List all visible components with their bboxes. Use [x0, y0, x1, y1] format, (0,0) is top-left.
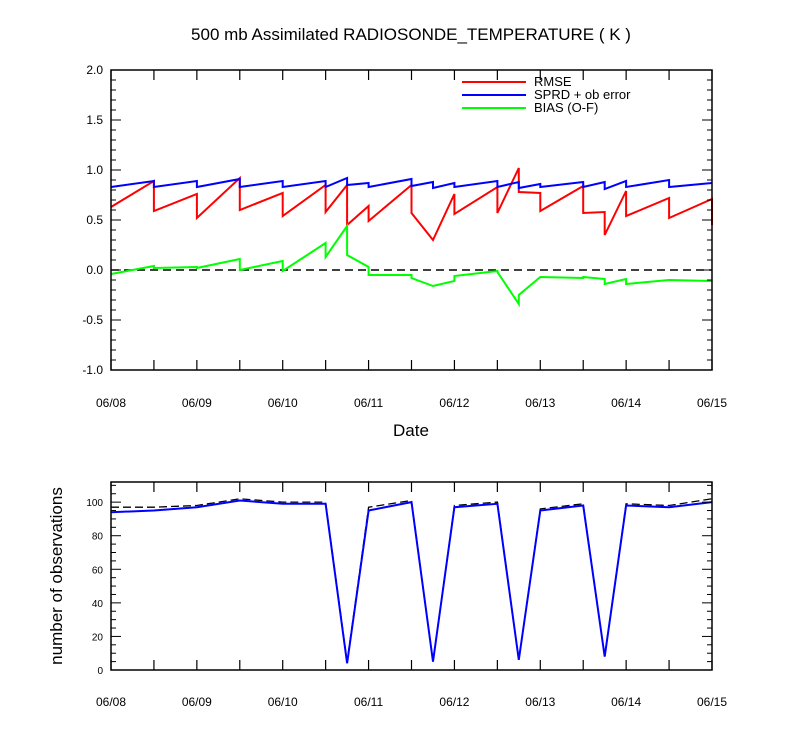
bottom-plot-frame [110, 481, 713, 671]
x-tick-label: 06/10 [268, 695, 298, 709]
x-tick-label: 06/14 [611, 396, 641, 410]
y-tick-label: 20 [92, 632, 104, 643]
y-tick-label: -0.5 [82, 313, 103, 327]
bottom-y-axis-title: number of observations [47, 487, 66, 665]
bottom-plot-area [110, 498, 713, 664]
top-y-axis: -1.0 -0.5 0.0 0.5 1.0 1.5 2.0 [82, 63, 712, 377]
x-tick-label: 06/08 [96, 695, 126, 709]
obs-line-assimilated [110, 499, 713, 664]
x-tick-label: 06/09 [182, 396, 212, 410]
x-tick-label: 06/15 [697, 695, 727, 709]
x-tick-label: 06/13 [525, 695, 555, 709]
top-chart: 500 mb Assimilated RADIOSONDE_TEMPERATUR… [82, 25, 727, 440]
top-plot-area [110, 167, 713, 308]
series-line-sprd-ob-error [110, 176, 713, 191]
series-line-rmse [110, 167, 713, 242]
x-tick-label: 06/11 [354, 396, 383, 410]
x-tick-label: 06/15 [697, 396, 727, 410]
x-tick-label: 06/09 [182, 695, 212, 709]
y-tick-label: 2.0 [86, 63, 103, 77]
y-tick-label: 100 [86, 498, 103, 509]
legend-label: RMSE [534, 74, 572, 89]
legend-label: BIAS (O-F) [534, 100, 598, 115]
bottom-y-axis: 0 20 40 60 80 100 [86, 484, 712, 677]
obs-line-possible [111, 498, 713, 662]
series-line-bias-o-f [110, 222, 713, 308]
x-tick-label: 06/12 [439, 695, 469, 709]
y-tick-label: 1.5 [86, 113, 103, 127]
y-tick-label: 0.5 [86, 213, 103, 227]
y-tick-label: 0 [97, 666, 103, 677]
y-tick-label: 0.0 [86, 263, 103, 277]
y-tick-label: 80 [92, 532, 104, 543]
bottom-x-axis: 06/08 06/09 06/10 06/11 06/12 06/13 06/14 06/15 [96, 482, 727, 709]
x-tick-label: 06/12 [439, 396, 469, 410]
top-x-axis-title: Date [393, 421, 429, 440]
x-tick-label: 06/13 [525, 396, 555, 410]
x-tick-label: 06/10 [268, 396, 298, 410]
x-tick-label: 06/14 [611, 695, 641, 709]
y-tick-label: 1.0 [86, 163, 103, 177]
top-plot-frame [110, 69, 713, 371]
top-x-axis: 06/08 06/09 06/10 06/11 06/12 06/13 06/14 06/15 [96, 70, 727, 410]
y-tick-label: -1.0 [82, 363, 103, 377]
x-tick-label: 06/11 [354, 695, 383, 709]
y-tick-label: 40 [92, 599, 104, 610]
y-tick-label: 60 [92, 565, 104, 576]
x-tick-label: 06/08 [96, 396, 126, 410]
legend-label: SPRD + ob error [534, 87, 631, 102]
chart-title: 500 mb Assimilated RADIOSONDE_TEMPERATUR… [191, 25, 631, 44]
